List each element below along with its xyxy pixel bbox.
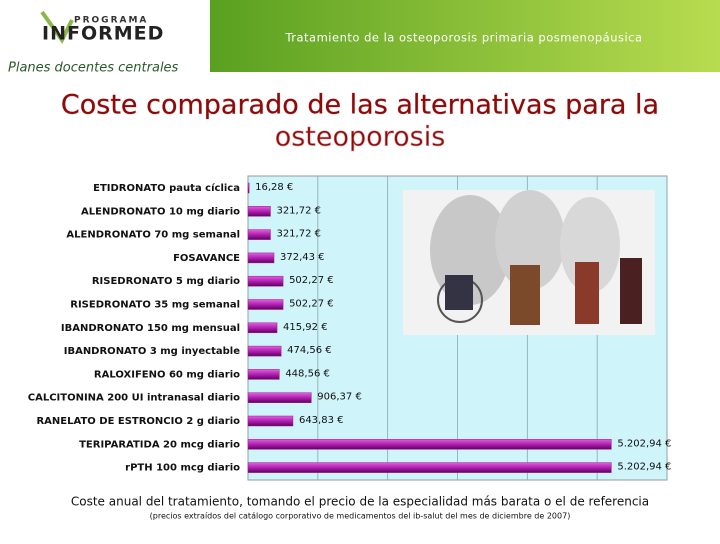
value-label: 321,72 € (276, 205, 321, 216)
category-label: TERIPARATIDA 20 mcg diario (79, 439, 240, 450)
footer-note: Coste anual del tratamiento, tomando el … (71, 495, 649, 509)
category-label: ETIDRONATO pauta cíclica (93, 182, 240, 194)
value-label: 502,27 € (289, 275, 334, 286)
bar (247, 415, 294, 427)
category-label: RISEDRONATO 5 mg diario (92, 276, 240, 287)
bar (247, 252, 275, 264)
bar (247, 322, 278, 334)
banner (210, 0, 720, 72)
bar (247, 182, 250, 194)
footer-source: (precios extraídos del catálogo corporat… (150, 512, 571, 521)
value-label: 16,28 € (255, 182, 293, 193)
chart-title: osteoporosis (275, 122, 446, 153)
value-label: 5.202,94 € (617, 462, 671, 473)
category-label: ALENDRONATO 70 mg semanal (66, 230, 240, 241)
value-label: 502,27 € (289, 299, 334, 310)
value-label: 448,56 € (285, 368, 330, 379)
value-label: 321,72 € (276, 229, 321, 240)
category-label: ALENDRONATO 10 mg diario (81, 206, 240, 217)
bar (247, 345, 282, 357)
category-label: FOSAVANCE (173, 253, 240, 264)
value-label: 906,37 € (317, 392, 362, 403)
logo-mark (40, 10, 74, 44)
banner-text: Tratamiento de la osteoporosis primaria … (284, 31, 642, 45)
subtitle: Planes docentes centrales (8, 61, 179, 76)
value-label: 474,56 € (287, 345, 332, 356)
category-label: RISEDRONATO 35 mg semanal (70, 300, 240, 311)
bar (247, 369, 280, 380)
bar (247, 299, 284, 310)
bar (247, 229, 271, 240)
category-label: IBANDRONATO 150 mg mensual (61, 323, 240, 334)
value-label: 372,43 € (280, 252, 325, 263)
photo (403, 190, 655, 335)
category-label: RANELATO DE ESTRONCIO 2 g diario (36, 416, 240, 427)
bar (247, 439, 612, 450)
bar (247, 275, 284, 287)
category-label: RALOXIFENO 60 mg diario (94, 369, 240, 380)
bar (247, 392, 312, 403)
category-label: CALCITONINA 200 UI intranasal diario (28, 393, 240, 404)
value-label: 415,92 € (283, 322, 328, 333)
bar (247, 462, 612, 473)
category-label: rPTH 100 mcg diario (125, 463, 240, 474)
logo-top: PROGRAMA (74, 16, 148, 26)
chart: ETIDRONATO pauta cíclica 16,28 € ALENDRONA… (28, 176, 671, 480)
bar (247, 206, 271, 217)
value-label: 5.202,94 € (617, 438, 671, 449)
logo-main: INFORMED (42, 23, 164, 45)
value-label: 643,83 € (299, 415, 344, 426)
chart-title: Coste comparado de las alternativas para… (61, 90, 659, 121)
category-label: IBANDRONATO 3 mg inyectable (64, 346, 240, 357)
